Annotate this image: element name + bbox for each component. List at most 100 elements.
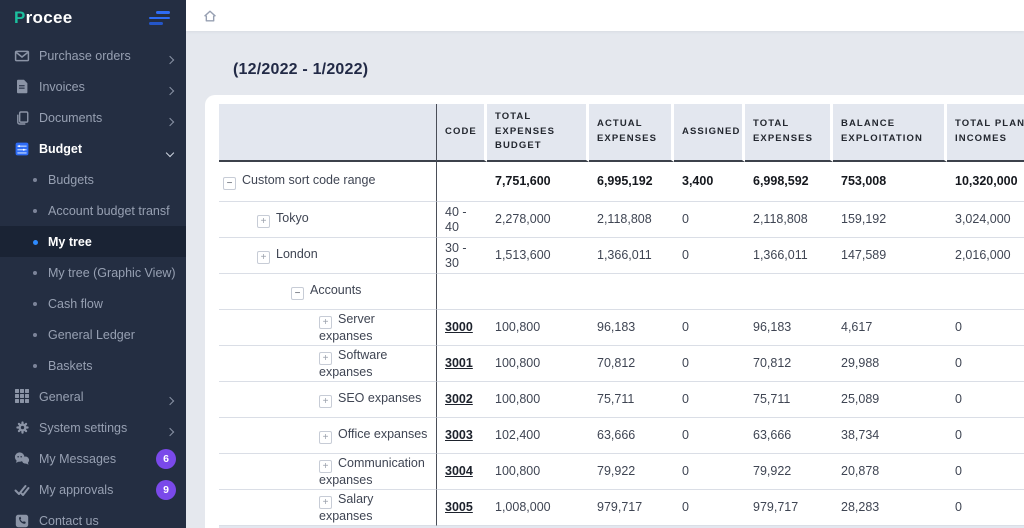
code-link[interactable]: 3000 [445, 320, 473, 335]
value-cell: 96,183 [745, 310, 833, 347]
app-logo[interactable]: Procee [14, 8, 73, 28]
code-link[interactable]: 3003 [445, 428, 473, 443]
sidebar-subitem-cash-flow[interactable]: Cash flow [0, 288, 186, 319]
tree-node-label: SEO expanses [338, 391, 422, 406]
expand-icon[interactable]: + [319, 315, 332, 329]
sidebar-subitem-my-tree-graphic-view[interactable]: My tree (Graphic View) [0, 257, 186, 288]
sidebar-item-system-settings[interactable]: System settings [0, 412, 186, 443]
bullet-icon [33, 301, 37, 306]
bullet-icon [33, 239, 38, 245]
value-cell [674, 274, 745, 311]
value-cell: 1,008,000 [487, 490, 589, 527]
sidebar-subitem-label: Cash flow [48, 296, 103, 311]
phone-icon [14, 513, 30, 528]
code-cell: 3002 [437, 382, 487, 419]
collapse-icon[interactable]: − [291, 287, 304, 301]
sidebar-subitem-label: My tree (Graphic View) [48, 265, 176, 280]
code-link[interactable]: 3005 [445, 500, 473, 515]
sidebar-item-budget[interactable]: Budget [0, 133, 186, 164]
value-cell: 3,400 [674, 162, 745, 203]
value-cell: 20,878 [833, 454, 947, 491]
column-header-total-expenses-budget: TOTAL EXPENSES BUDGET [487, 104, 589, 163]
sidebar-subitem-account-budget-transf[interactable]: Account budget transf [0, 195, 186, 226]
value-cell: 75,711 [745, 382, 833, 419]
sidebar-item-my-messages[interactable]: My Messages 6 [0, 443, 186, 474]
value-cell: 63,666 [745, 418, 833, 455]
expand-icon[interactable]: + [257, 251, 270, 265]
collapse-icon[interactable]: − [223, 177, 236, 191]
code-link[interactable]: 3001 [445, 356, 473, 371]
tree-node-label: Salary expanses [319, 491, 374, 523]
tree-node-cell: + Office expanses [219, 418, 437, 455]
sidebar-subitem-general-ledger[interactable]: General Ledger [0, 319, 186, 350]
count-badge: 9 [156, 479, 176, 500]
value-cell: 102,400 [487, 418, 589, 455]
value-cell: 2,118,808 [589, 202, 674, 239]
value-cell: 0 [674, 202, 745, 239]
value-cell: 1,513,600 [487, 238, 589, 275]
approvals-icon [14, 482, 30, 498]
table-row: + Communication expanses 3004 100,800 79,922… [219, 454, 1024, 491]
expand-icon[interactable]: + [257, 215, 270, 229]
sidebar-item-invoices[interactable]: Invoices [0, 71, 186, 102]
tree-node-label: Accounts [310, 283, 362, 298]
table-row: + SEO expanses 3002 100,800 75,711 0 75,711 25,… [219, 382, 1024, 419]
value-cell: 38,734 [833, 418, 947, 455]
value-cell: 6,998,592 [745, 162, 833, 203]
expand-icon[interactable]: + [319, 395, 332, 409]
value-cell: 6,995,192 [589, 162, 674, 203]
sidebar-item-my-approvals[interactable]: My approvals 9 [0, 474, 186, 505]
bullet-icon [33, 177, 37, 182]
logo-prefix: P [14, 8, 26, 27]
sidebar-subitem-label: My tree [48, 234, 92, 249]
home-icon[interactable] [203, 9, 217, 23]
value-cell: 0 [947, 310, 1024, 347]
value-cell: 79,922 [745, 454, 833, 491]
grid-icon [14, 389, 30, 405]
value-cell: 753,008 [833, 162, 947, 203]
sidebar-item-label: Purchase orders [39, 48, 131, 63]
column-header-empty [219, 104, 437, 163]
code-cell [437, 162, 487, 203]
chevron-down-icon [165, 145, 175, 159]
sidebar-subitem-label: Baskets [48, 358, 93, 373]
next-section-row-partial [219, 526, 1024, 528]
value-cell [487, 274, 589, 311]
value-cell: 100,800 [487, 346, 589, 383]
tree-node-cell: + Salary expanses [219, 490, 437, 527]
column-header-total-planned-incomes: TOTAL PLANNED INCOMES [947, 104, 1024, 163]
tree-node-cell: + Software expanses [219, 346, 437, 383]
sidebar-item-contact-us[interactable]: Contact us [0, 505, 186, 528]
value-cell [947, 274, 1024, 311]
value-cell: 0 [674, 310, 745, 347]
sidebar-subitem-baskets[interactable]: Baskets [0, 350, 186, 381]
tree-node-label: Communication expanses [319, 455, 425, 487]
expand-icon[interactable]: + [319, 431, 332, 445]
sidebar-item-general[interactable]: General [0, 381, 186, 412]
sidebar-item-label: My Messages [39, 451, 117, 466]
budget-icon [14, 141, 30, 157]
sidebar-item-documents[interactable]: Documents [0, 102, 186, 133]
sidebar-subitem-budgets[interactable]: Budgets [0, 164, 186, 195]
expand-icon[interactable]: + [319, 351, 332, 365]
code-link[interactable]: 3004 [445, 464, 473, 479]
value-cell: 70,812 [589, 346, 674, 383]
chevron-right-icon [165, 52, 175, 66]
value-cell: 159,192 [833, 202, 947, 239]
sidebar-subitem-my-tree[interactable]: My tree [0, 226, 186, 257]
menu-toggle-icon[interactable] [148, 11, 170, 25]
documents-icon [14, 110, 30, 126]
bullet-icon [33, 270, 37, 275]
sidebar-item-purchase-orders[interactable]: Purchase orders [0, 40, 186, 71]
value-cell: 0 [674, 238, 745, 275]
tree-node-cell: + Communication expanses [219, 454, 437, 491]
tree-node-cell: + SEO expanses [219, 382, 437, 419]
value-cell: 2,016,000 [947, 238, 1024, 275]
expand-icon[interactable]: + [319, 495, 332, 509]
value-cell: 2,278,000 [487, 202, 589, 239]
value-cell: 979,717 [589, 490, 674, 527]
code-cell: 3003 [437, 418, 487, 455]
tree-node-cell: + London [219, 238, 437, 275]
code-link[interactable]: 3002 [445, 392, 473, 407]
expand-icon[interactable]: + [319, 459, 332, 473]
